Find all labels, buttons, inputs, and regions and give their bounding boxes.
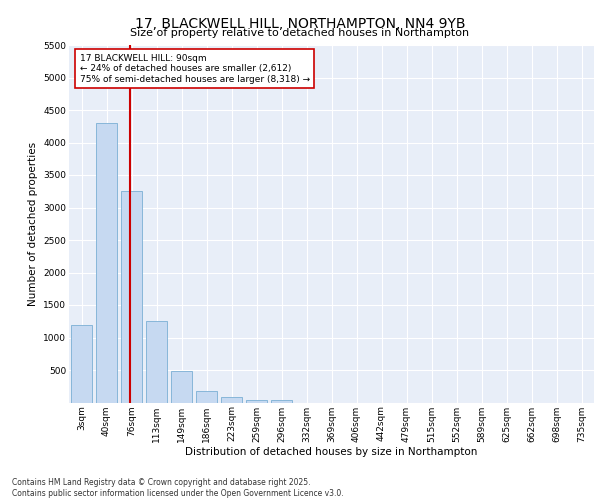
Bar xyxy=(221,398,242,402)
X-axis label: Distribution of detached houses by size in Northampton: Distribution of detached houses by size … xyxy=(185,447,478,457)
Y-axis label: Number of detached properties: Number of detached properties xyxy=(28,142,38,306)
Bar xyxy=(271,400,292,402)
Bar xyxy=(246,400,267,402)
Bar xyxy=(71,324,92,402)
Text: Contains HM Land Registry data © Crown copyright and database right 2025.
Contai: Contains HM Land Registry data © Crown c… xyxy=(12,478,344,498)
Bar xyxy=(146,322,167,402)
Bar xyxy=(171,372,192,402)
Bar xyxy=(121,191,142,402)
Text: 17, BLACKWELL HILL, NORTHAMPTON, NN4 9YB: 17, BLACKWELL HILL, NORTHAMPTON, NN4 9YB xyxy=(135,18,465,32)
Text: 17 BLACKWELL HILL: 90sqm
← 24% of detached houses are smaller (2,612)
75% of sem: 17 BLACKWELL HILL: 90sqm ← 24% of detach… xyxy=(79,54,310,84)
Text: Size of property relative to detached houses in Northampton: Size of property relative to detached ho… xyxy=(130,28,470,38)
Bar xyxy=(96,123,117,402)
Bar xyxy=(196,391,217,402)
